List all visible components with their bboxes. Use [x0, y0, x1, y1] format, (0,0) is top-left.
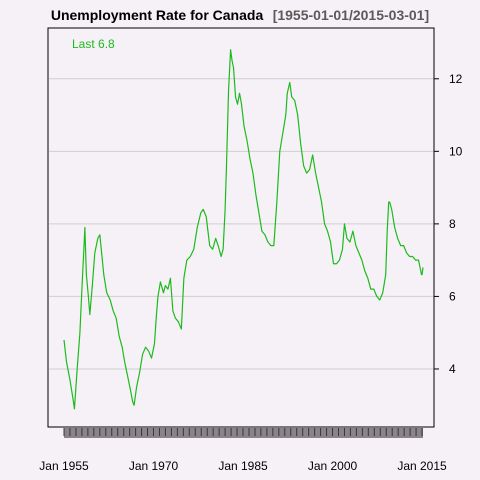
last-value-label: Last 6.8	[72, 37, 115, 51]
series-line	[63, 49, 424, 410]
chart-title-text: Unemployment Rate for Canada	[51, 7, 264, 23]
chart-title-range: [1955-01-01/2015-03-01]	[273, 7, 429, 23]
x-axis: Jan 1955 Jan 1970 Jan 1985 Jan 2000 Jan 2015	[39, 428, 447, 473]
series-layer	[63, 49, 424, 410]
y-tick-label: 8	[449, 217, 456, 231]
plot-frame	[47, 27, 435, 428]
x-tick-label: Jan 1985	[218, 459, 268, 473]
grid-lines	[49, 78, 433, 370]
x-tick-label: Jan 2000	[308, 459, 358, 473]
y-tick-label: 4	[449, 362, 456, 376]
y-tick-label: 12	[449, 72, 463, 86]
x-tick-label: Jan 2015	[397, 459, 447, 473]
y-tick-label: 6	[449, 289, 456, 303]
y-tick-label: 10	[449, 144, 463, 158]
y-axis: 4 6 8 10 12	[434, 72, 463, 376]
x-tick-label: Jan 1970	[129, 459, 179, 473]
chart-title: Unemployment Rate for Canada [1955-01-01…	[51, 7, 429, 24]
x-tick-label: Jan 1955	[39, 459, 89, 473]
